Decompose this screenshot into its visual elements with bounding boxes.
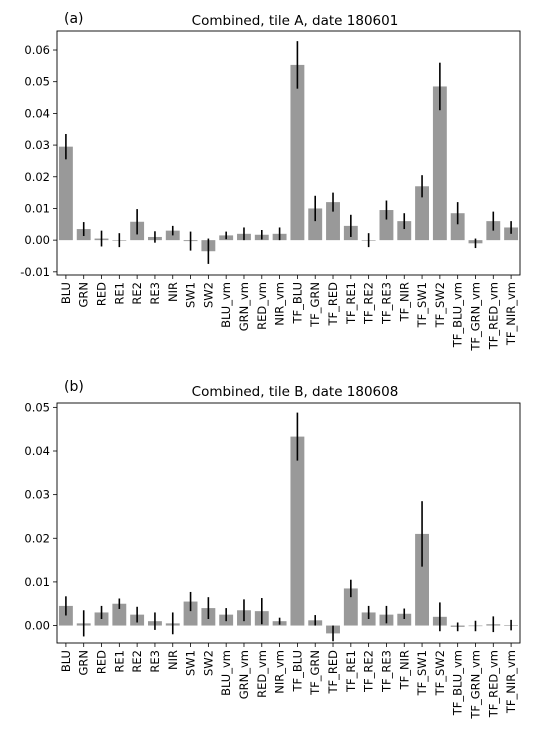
x-tick-label-b: TF_RE1 [344,650,358,693]
x-tick-label-b: NIR_vm [273,650,287,694]
x-tick-label-a: RED [95,282,109,306]
bar-a-tf-sw2 [432,86,447,241]
x-tick-label-b: RE2 [130,650,144,673]
x-tick-label-a: TF_NIR [397,282,411,322]
plot-frame-b [56,402,521,644]
x-tick-label-a: SW2 [201,282,215,308]
x-tick-label-b: GRN_vm [237,650,251,699]
bar-a-nir [165,230,180,241]
y-tick-label-a: 0.04 [24,106,50,120]
x-tick-label-b: TF_GRN [308,650,322,696]
bar-b-re1 [112,603,127,626]
x-tick-label-a: RE3 [148,282,162,305]
y-tick-label-b: 0.00 [24,619,50,633]
y-tick-label-b: 0.02 [24,531,50,545]
x-tick-label-a: BLU [59,282,73,304]
y-tick-label-a: 0.01 [24,201,50,215]
bar-b-tf-blu [290,436,305,626]
x-tick-label-b: TF_BLU_vm [451,650,465,716]
x-tick-label-a: RED_vm [255,282,269,330]
x-tick-label-b: NIR [166,650,180,670]
x-tick-label-b: BLU_vm [219,650,233,696]
bar-b-blu [58,605,73,626]
x-tick-label-b: TF_BLU [290,650,304,693]
x-tick-label-a: RE1 [112,282,126,305]
x-tick-label-a: NIR_vm [273,282,287,326]
x-tick-label-b: SW1 [184,650,198,676]
x-tick-label-b: TF_RED_vm [486,650,500,718]
x-tick-label-a: RE2 [130,282,144,305]
x-tick-label-b: TF_RE2 [362,650,376,693]
x-tick-label-b: TF_NIR_vm [504,650,518,714]
x-tick-label-a: TF_RE3 [379,282,393,325]
x-tick-label-b: TF_RE3 [379,650,393,693]
x-tick-label-a: TF_BLU [290,282,304,325]
x-tick-label-a: TF_NIR_vm [504,282,518,346]
bar-a-tf-re3 [379,210,394,241]
x-tick-label-a: TF_SW2 [433,282,447,328]
bar-b-tf-re1 [343,588,358,626]
y-tick-label-a: 0.03 [24,138,50,152]
y-tick-label-b: 0.05 [24,400,50,414]
x-tick-label-a: TF_GRN [308,282,322,328]
x-tick-label-a: GRN [77,282,91,308]
bar-b-sw1 [183,601,198,626]
y-tick-label-b: 0.01 [24,575,50,589]
x-tick-label-a: BLU_vm [219,282,233,328]
y-tick-label-a: 0.06 [24,43,50,57]
chart-panel-b: (b) Combined, tile B, date 180608 BLU GRN… [24,379,521,720]
chart-panel-a: (a) Combined, tile A, date 180601 BLU GRN… [20,11,521,352]
bar-b-tf-nir [397,613,412,626]
bar-a-tf-blu [290,64,305,241]
x-tick-label-a: TF_RED_vm [486,282,500,350]
x-tick-label-b: TF_SW1 [415,650,429,696]
y-tick-label-a: 0.05 [24,75,50,89]
x-tick-label-b: TF_SW2 [433,650,447,696]
bar-a-tf-blu-vm [450,213,465,241]
x-tick-label-b: TF_GRN_vm [468,650,482,720]
y-tick-label-a: -0.01 [20,265,50,279]
x-tick-label-b: TF_RED [326,650,340,695]
y-tick-label-a: 0.02 [24,170,50,184]
panel-label-a: (a) [64,11,84,27]
x-tick-label-a: SW1 [184,282,198,308]
x-tick-label-a: TF_RED [326,282,340,327]
x-tick-label-a: TF_SW1 [415,282,429,328]
x-tick-label-a: TF_RE1 [344,282,358,325]
bar-a-tf-grn [308,208,323,241]
x-tick-label-b: RE3 [148,650,162,673]
bar-a-tf-red [326,202,340,241]
chart-title-a: Combined, tile A, date 180601 [192,13,399,29]
bar-a-tf-nir [397,221,412,241]
x-tick-label-a: NIR [166,282,180,302]
y-tick-label-a: 0.00 [24,233,50,247]
x-tick-label-a: GRN_vm [237,282,251,331]
x-tick-label-b: TF_NIR [397,650,411,690]
x-tick-label-b: RED_vm [255,650,269,698]
chart-title-b: Combined, tile B, date 180608 [192,384,399,400]
bar-a-tf-sw1 [415,186,429,241]
x-tick-label-b: SW2 [201,650,215,676]
y-tick-label-b: 0.04 [24,444,50,458]
x-tick-label-b: RED [95,650,109,674]
x-tick-label-b: RE1 [112,650,126,673]
x-tick-label-b: BLU [59,650,73,672]
plot-frame-a [56,30,521,276]
bar-b-tf-sw1 [415,533,429,626]
panel-label-b: (b) [64,379,84,395]
x-tick-label-a: TF_GRN_vm [468,282,482,352]
bar-a-blu [58,146,73,241]
y-tick-label-b: 0.03 [24,488,50,502]
x-tick-label-a: TF_RE2 [362,282,376,325]
x-tick-label-b: GRN [77,650,91,676]
x-tick-label-a: TF_BLU_vm [451,282,465,348]
